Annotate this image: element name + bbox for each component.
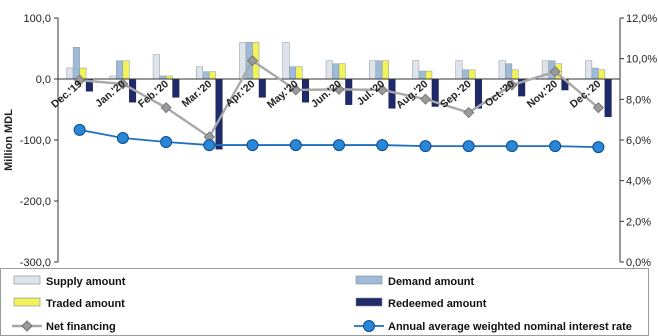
bar-traded-amount: [338, 63, 346, 80]
bar-redeemed-amount: [258, 78, 266, 98]
legend-label-demand-amount: Demand amount: [388, 276, 475, 288]
bar-demand-amount: [289, 66, 297, 80]
bar-demand-amount: [591, 67, 599, 80]
bar-demand-amount: [375, 60, 383, 80]
point-interest-rate: [73, 123, 86, 136]
x-tick-label: Dec.'19: [49, 78, 85, 111]
point-interest-rate: [505, 140, 518, 153]
legend-label-annual-average-weighted-nominal-interest-rate: Annual average weighted nominal interest…: [388, 321, 632, 333]
legend-swatch-demand-amount: [355, 275, 383, 285]
point-net-financing: [592, 102, 604, 114]
point-interest-rate: [116, 131, 129, 144]
y2-tick-label: 6,0%: [626, 135, 651, 147]
bar-supply-amount: [325, 60, 333, 80]
bar-supply-amount: [412, 60, 420, 80]
lines: [73, 55, 605, 154]
bar-traded-amount: [425, 70, 433, 80]
point-interest-rate: [549, 140, 562, 153]
legend-label-net-financing: Net financing: [46, 321, 116, 333]
x-tick-label: Sep.'20: [438, 78, 474, 111]
bar-supply-amount: [455, 60, 463, 80]
y-axis-left: 100,0 0,0 -100,0 -200,0 -300,0: [20, 13, 59, 269]
point-net-financing: [333, 83, 345, 95]
point-interest-rate: [419, 140, 432, 153]
legend-label-supply-amount: Supply amount: [46, 276, 126, 288]
point-interest-rate: [160, 136, 173, 149]
point-net-financing: [463, 106, 475, 119]
point-interest-rate: [333, 139, 345, 152]
legend-swatch-supply-amount: [13, 275, 41, 285]
point-net-financing: [376, 84, 388, 96]
legend: Supply amount Demand amount Traded amount R…: [0, 268, 649, 336]
point-net-financing: [419, 93, 432, 105]
legend-label-redeemed-amount: Redeemed amount: [388, 298, 487, 310]
y-tick-label: -200,0: [20, 196, 51, 208]
y-tick-label: 0,0: [36, 74, 51, 86]
point-net-financing: [290, 84, 302, 96]
legend-swatch-traded-amount: [13, 297, 41, 307]
bar-supply-amount: [282, 42, 290, 80]
y-axis-label: Million MDL: [3, 109, 15, 171]
bar-supply-amount: [196, 66, 204, 80]
bar-demand-amount: [72, 47, 80, 80]
bar-redeemed-amount: [604, 78, 612, 118]
point-interest-rate: [376, 139, 389, 152]
x-tick-label: Mar.'20: [180, 78, 215, 110]
bar-traded-amount: [122, 60, 130, 80]
point-net-financing: [506, 79, 518, 91]
bar-traded-amount: [209, 71, 217, 80]
bar-demand-amount: [505, 63, 513, 80]
y2-tick-label: 10,0%: [626, 54, 657, 66]
bar-redeemed-amount: [172, 78, 180, 98]
bar-supply-amount: [498, 60, 506, 80]
bar-demand-amount: [116, 60, 124, 80]
point-interest-rate: [203, 139, 216, 152]
point-net-financing: [74, 74, 86, 86]
y2-tick-label: 4,0%: [626, 176, 651, 188]
bar-traded-amount: [511, 69, 519, 80]
legend-marker-net-financing: [21, 320, 33, 332]
y-tick-label: 100,0: [23, 13, 51, 25]
point-interest-rate: [246, 139, 259, 152]
bar-traded-amount: [598, 69, 606, 80]
point-interest-rate: [592, 141, 605, 154]
y2-tick-label: 0,0%: [626, 257, 651, 269]
point-net-financing: [549, 66, 561, 78]
point-net-financing: [246, 55, 259, 67]
x-tick-label: Nov.'20: [525, 78, 561, 111]
bar-traded-amount: [468, 69, 476, 80]
bar-redeemed-amount: [345, 78, 353, 105]
y-tick-label: -300,0: [20, 257, 51, 269]
bar-supply-amount: [66, 67, 74, 80]
y2-tick-label: 12,0%: [626, 13, 657, 25]
bar-supply-amount: [152, 54, 160, 80]
point-interest-rate: [289, 139, 302, 152]
legend-box: [0, 268, 649, 336]
bar-supply-amount: [585, 60, 593, 80]
bar-demand-amount: [332, 63, 340, 80]
x-tick-label: Oct.'20: [483, 78, 517, 110]
y2-tick-label: 8,0%: [626, 94, 651, 106]
point-net-financing: [160, 102, 172, 114]
legend-swatch-redeemed-amount: [355, 297, 383, 307]
legend-label-traded-amount: Traded amount: [46, 298, 125, 310]
y2-tick-label: 2,0%: [626, 216, 651, 228]
bar-traded-amount: [381, 60, 389, 80]
point-net-financing: [117, 78, 129, 90]
legend-marker-annual-average-weighted-nominal-interest-rate: [363, 320, 375, 332]
bar-traded-amount: [295, 66, 303, 80]
bar-supply-amount: [368, 60, 376, 80]
y-axis-right: 12,0% 10,0% 8,0% 6,0% 4,0% 2,0% 0,0%: [619, 13, 657, 269]
y-tick-label: -100,0: [20, 135, 51, 147]
point-interest-rate: [462, 140, 475, 153]
